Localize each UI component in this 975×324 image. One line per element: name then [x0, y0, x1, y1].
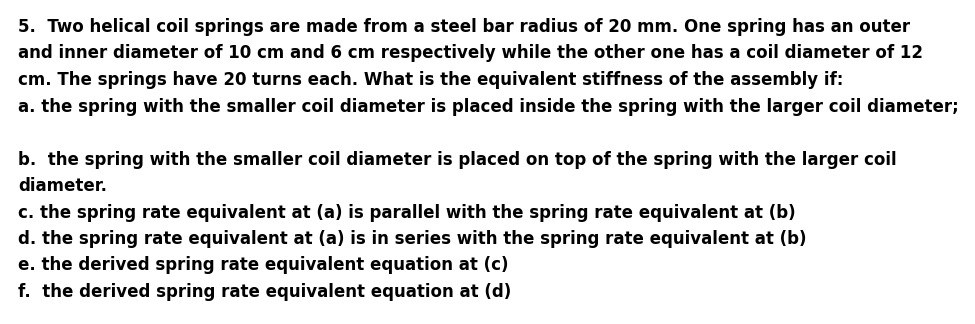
Text: b.  the spring with the smaller coil diameter is placed on top of the spring wit: b. the spring with the smaller coil diam… — [18, 151, 897, 168]
Text: c. the spring rate equivalent at (a) is parallel with the spring rate equivalent: c. the spring rate equivalent at (a) is … — [18, 203, 796, 222]
Text: a. the spring with the smaller coil diameter is placed inside the spring with th: a. the spring with the smaller coil diam… — [18, 98, 958, 115]
Text: d. the spring rate equivalent at (a) is in series with the spring rate equivalen: d. the spring rate equivalent at (a) is … — [18, 230, 806, 248]
Text: e. the derived spring rate equivalent equation at (c): e. the derived spring rate equivalent eq… — [18, 257, 509, 274]
Text: f.  the derived spring rate equivalent equation at (d): f. the derived spring rate equivalent eq… — [18, 283, 511, 301]
Text: and inner diameter of 10 cm and 6 cm respectively while the other one has a coil: and inner diameter of 10 cm and 6 cm res… — [18, 44, 923, 63]
Text: cm. The springs have 20 turns each. What is the equivalent stiffness of the asse: cm. The springs have 20 turns each. What… — [18, 71, 843, 89]
Text: 5.  Two helical coil springs are made from a steel bar radius of 20 mm. One spri: 5. Two helical coil springs are made fro… — [18, 18, 910, 36]
Text: diameter.: diameter. — [18, 177, 107, 195]
